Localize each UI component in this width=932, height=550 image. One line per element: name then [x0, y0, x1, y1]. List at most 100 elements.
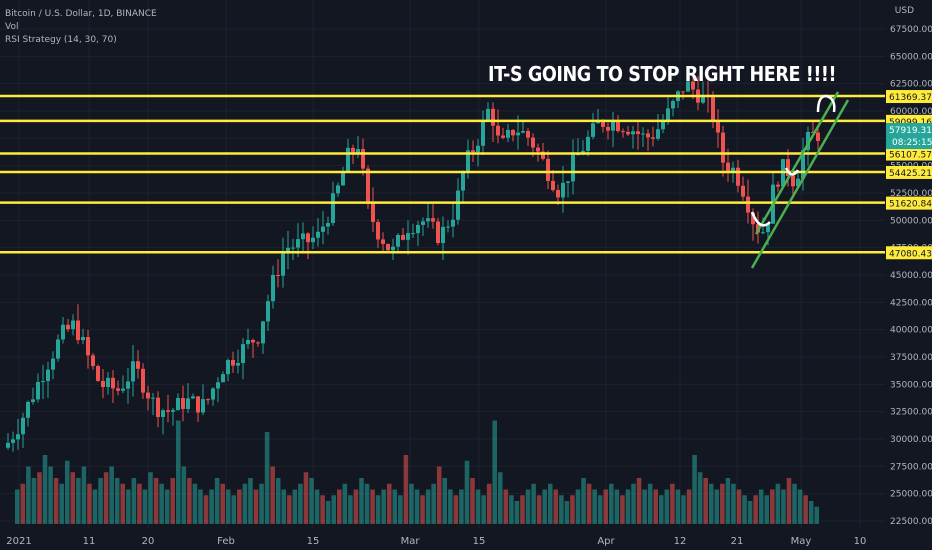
candle-down [526, 130, 530, 138]
volume-bar [747, 501, 753, 524]
candle-up [701, 94, 705, 103]
time-tick-label: 10 [854, 536, 867, 547]
volume-bar [76, 478, 81, 524]
volume-bar [564, 501, 570, 524]
candle-up [586, 136, 590, 151]
volume-bar [498, 472, 503, 524]
rsi-strategy-indicator-label[interactable]: RSI Strategy (14, 30, 70) [5, 35, 117, 45]
volume-bar [686, 489, 692, 524]
volume-bar [170, 478, 175, 524]
candle-up [346, 147, 350, 173]
time-tick-label: Mar [401, 536, 421, 547]
candle-up [521, 130, 525, 133]
candle-down [381, 239, 385, 244]
candle-down [166, 410, 170, 412]
candle-up [456, 190, 460, 220]
candle-up [656, 129, 660, 139]
candle-down [86, 337, 90, 356]
price-tick-label: 22500.00 [890, 517, 932, 527]
candle-down [646, 133, 650, 138]
candle-down [691, 81, 695, 90]
candle-down [531, 137, 535, 148]
volume-bar [708, 483, 714, 524]
candle-up [161, 410, 165, 417]
current-price-tag [886, 123, 932, 149]
price-tick-label: 42500.00 [890, 298, 932, 308]
volume-bar [370, 489, 375, 524]
price-tick-label: 67500.00 [890, 25, 932, 35]
time-tick-label: Feb [217, 536, 235, 547]
candle-down [726, 162, 730, 172]
volume-bar [92, 489, 98, 524]
candle-down [491, 108, 495, 126]
volume-indicator-label[interactable]: Vol [5, 22, 19, 32]
volume-bar [337, 489, 342, 524]
candle-down [811, 131, 815, 133]
volume-bar [525, 489, 531, 524]
level-price-label: 59099.16 [889, 118, 932, 128]
level-price-tag [886, 147, 932, 161]
volume-bar [414, 489, 420, 524]
candle-up [461, 172, 465, 191]
candle-up [26, 402, 30, 418]
volume-bar [103, 472, 109, 524]
candle-up [396, 235, 400, 247]
candle-up [201, 399, 205, 413]
price-tick-label: 65000.00 [890, 52, 932, 62]
volume-bar [797, 489, 803, 524]
volume-bar [592, 489, 597, 524]
time-tick-label: 15 [307, 536, 320, 547]
price-tick-label: 60000.00 [890, 107, 932, 117]
candle-down [141, 368, 145, 393]
volume-bar [153, 478, 159, 524]
candle-down [471, 150, 475, 153]
volume-bar [275, 478, 281, 524]
volume-bar [137, 483, 142, 524]
candle-down [76, 320, 80, 341]
volume-bar [59, 483, 64, 524]
candle-up [6, 442, 10, 448]
volume-bar [109, 466, 114, 524]
candle-up [236, 363, 240, 366]
candle-down [621, 131, 625, 133]
volume-bar [242, 483, 248, 524]
candle-down [816, 132, 820, 142]
candle-up [356, 149, 360, 153]
volume-bar [314, 489, 320, 524]
candle-up [421, 221, 425, 225]
volume-bar [392, 489, 398, 524]
volume-bar [98, 478, 103, 524]
candle-up [216, 382, 220, 389]
candle-up [31, 399, 35, 403]
candle-up [241, 344, 245, 364]
volume-bar [725, 478, 731, 524]
level-price-label: 54425.21 [889, 169, 932, 179]
volume-bar [503, 489, 509, 524]
candle-up [281, 253, 285, 276]
candle-down [511, 129, 515, 136]
candle-down [496, 125, 500, 136]
candle-down [306, 233, 310, 243]
volume-bar [764, 495, 770, 524]
candle-down [96, 366, 100, 381]
symbol-title[interactable]: Bitcoin / U.S. Dollar, 1D, BINANCE [5, 9, 157, 19]
volume-bar [64, 460, 70, 524]
candle-up [661, 121, 665, 130]
candle-down [546, 158, 550, 181]
volume-bar [742, 495, 747, 524]
candle-up [221, 374, 225, 383]
candle-up [131, 361, 135, 382]
volume-bar [225, 489, 231, 524]
candle-up [641, 133, 645, 135]
candle-down [556, 190, 560, 198]
volume-bar [553, 489, 559, 524]
volume-bar [31, 478, 37, 524]
volume-bar [126, 489, 131, 524]
candle-up [191, 396, 195, 399]
candle-down [606, 126, 610, 131]
volume-bar [403, 455, 409, 524]
candle-down [786, 159, 790, 176]
volume-bar [464, 460, 470, 524]
volume-bar [514, 501, 520, 524]
